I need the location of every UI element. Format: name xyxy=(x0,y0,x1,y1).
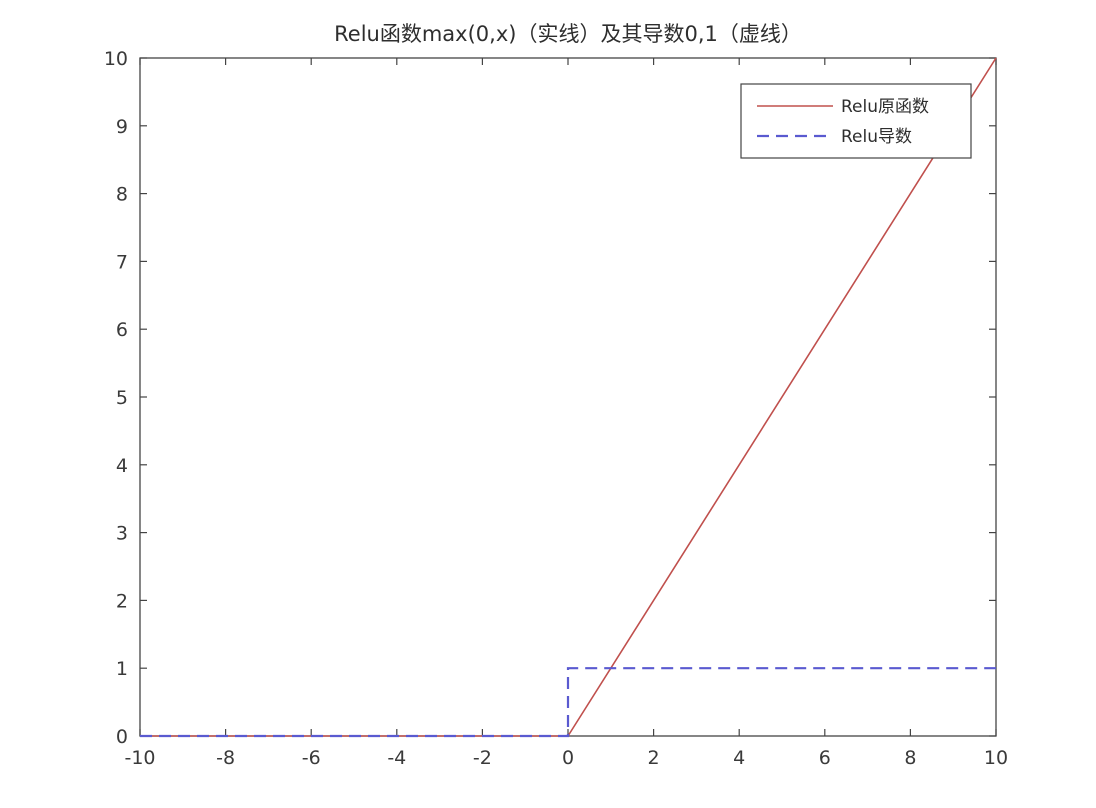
x-tick-label: -2 xyxy=(473,747,492,769)
plot-area xyxy=(139,57,997,737)
legend-entry-label: Relu原函数 xyxy=(841,97,929,117)
y-tick-label: 8 xyxy=(116,184,128,206)
x-tick-label: -4 xyxy=(387,747,406,769)
x-tick-label: 10 xyxy=(984,747,1008,769)
relu-derivative-line xyxy=(140,667,996,738)
legend-entry-label: Relu导数 xyxy=(841,127,912,147)
y-tick-label: 5 xyxy=(116,387,128,409)
y-tick-label: 7 xyxy=(116,251,128,273)
y-tick-label: 0 xyxy=(116,726,128,748)
y-tick-label: 10 xyxy=(104,48,128,70)
x-tick-label: -8 xyxy=(216,747,235,769)
x-tick-label: 4 xyxy=(733,747,745,769)
axis-ticks: -10 -8 -6 -4 -2 0 2 4 6 8 10 0 1 2 3 4 5 6 7 8 9 10 xyxy=(104,48,1008,769)
y-tick-label: 1 xyxy=(116,658,128,680)
x-tick-label: 2 xyxy=(648,747,660,769)
y-tick-label: 9 xyxy=(116,116,128,138)
legend: Relu原函数 Relu导数 xyxy=(740,83,972,159)
y-tick-label: 4 xyxy=(116,455,128,477)
chart-title: Relu函数max(0,x)（实线）及其导数0,1（虚线） xyxy=(334,22,802,46)
x-tick-label: -6 xyxy=(302,747,321,769)
x-tick-label: 8 xyxy=(904,747,916,769)
x-tick-label: 0 xyxy=(562,747,574,769)
series-lines xyxy=(140,57,997,738)
y-tick-label: 6 xyxy=(116,319,128,341)
legend-box xyxy=(740,83,972,159)
x-tick-label: 6 xyxy=(819,747,831,769)
y-tick-label: 2 xyxy=(116,590,128,612)
y-tick-label: 3 xyxy=(116,523,128,545)
x-tick-label: -10 xyxy=(124,747,155,769)
